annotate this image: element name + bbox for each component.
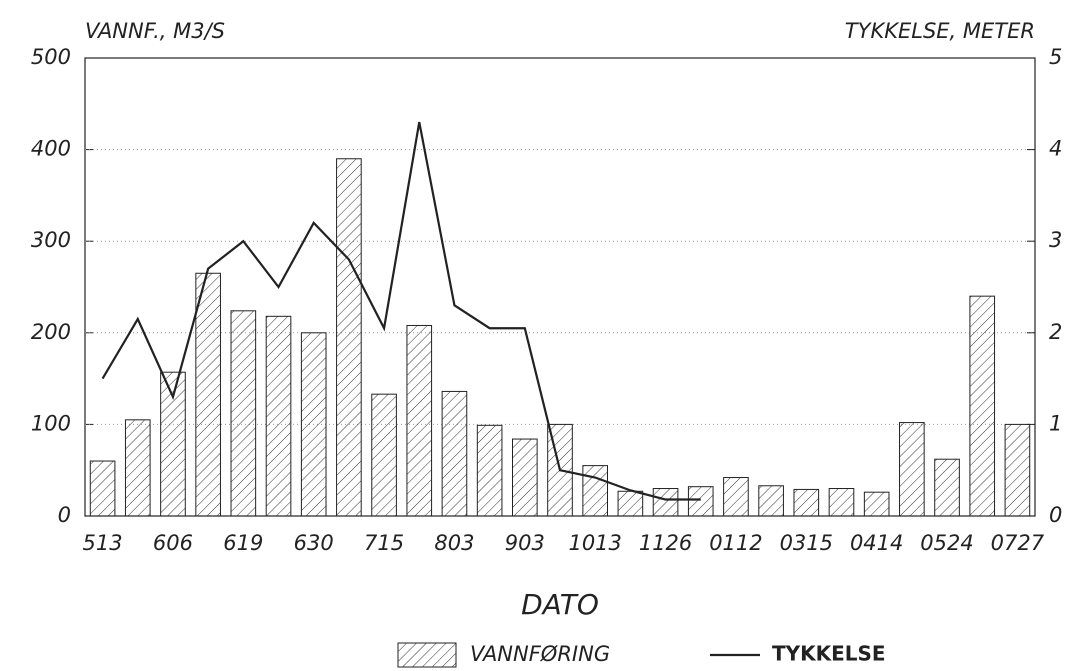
bar: [512, 438, 538, 517]
y2-tick-label: 2: [1049, 320, 1062, 344]
x-tick-label: 0524: [920, 531, 973, 555]
x-tick-label: 1126: [639, 531, 692, 555]
x-tick-label: 715: [364, 531, 404, 555]
x-tick-label: 0727: [991, 531, 1045, 555]
bar: [969, 295, 996, 517]
y-axis-label: VANNF., M3/S: [85, 19, 225, 43]
x-tick-label: 0112: [709, 531, 762, 555]
x-tick-label: 513: [83, 531, 123, 555]
y2-tick-label: 0: [1049, 503, 1062, 527]
bar: [441, 390, 468, 517]
bar: [336, 158, 362, 517]
y-tick-label: 0: [58, 503, 71, 527]
bar: [300, 332, 327, 517]
y2-tick-label: 5: [1049, 45, 1062, 69]
bar: [1004, 423, 1031, 517]
x-tick-label: 1013: [568, 531, 621, 555]
x-tick-label: 630: [294, 531, 334, 555]
y2-tick-label: 4: [1049, 137, 1062, 161]
bar: [265, 315, 292, 517]
legend: VANNFØRING TYKKELSE: [397, 642, 886, 668]
x-tick-label: 0315: [780, 531, 833, 555]
bar: [934, 458, 960, 517]
y-tick-label: 500: [31, 45, 71, 69]
bar: [723, 477, 749, 517]
bar: [89, 460, 116, 517]
bar: [617, 490, 644, 517]
line: [101, 121, 701, 501]
y2-tick-label: 3: [1049, 228, 1062, 252]
bar: [652, 488, 679, 517]
x-axis-label: DATO: [521, 588, 599, 621]
bar: [582, 465, 608, 517]
y2-axis-label: TYKKELSE, METER: [845, 19, 1035, 43]
y-tick-label: 200: [31, 320, 71, 344]
legend-swatch: [397, 642, 457, 668]
y2-tick-label: 1: [1049, 411, 1062, 435]
x-tick-label: 606: [153, 531, 193, 555]
y-tick-label: 100: [31, 411, 71, 435]
x-tick-label: 803: [434, 531, 474, 555]
bar: [371, 393, 397, 517]
y-tick-label: 400: [31, 137, 71, 161]
bar: [687, 486, 714, 517]
x-tick-label: 619: [223, 531, 263, 555]
bar: [476, 424, 503, 517]
bar: [899, 422, 925, 517]
bar: [758, 485, 784, 517]
legend-label: TYKKELSE: [772, 642, 886, 666]
bar: [793, 488, 820, 517]
bar: [863, 491, 890, 517]
bar: [230, 310, 257, 517]
x-tick-label: 903: [505, 531, 545, 555]
bar: [406, 324, 433, 517]
legend-label: VANNFØRING: [470, 642, 610, 666]
x-tick-label: 0414: [850, 531, 903, 555]
bar: [195, 272, 221, 517]
bar: [828, 488, 855, 517]
bar: [124, 419, 151, 517]
y-tick-label: 300: [31, 228, 71, 252]
